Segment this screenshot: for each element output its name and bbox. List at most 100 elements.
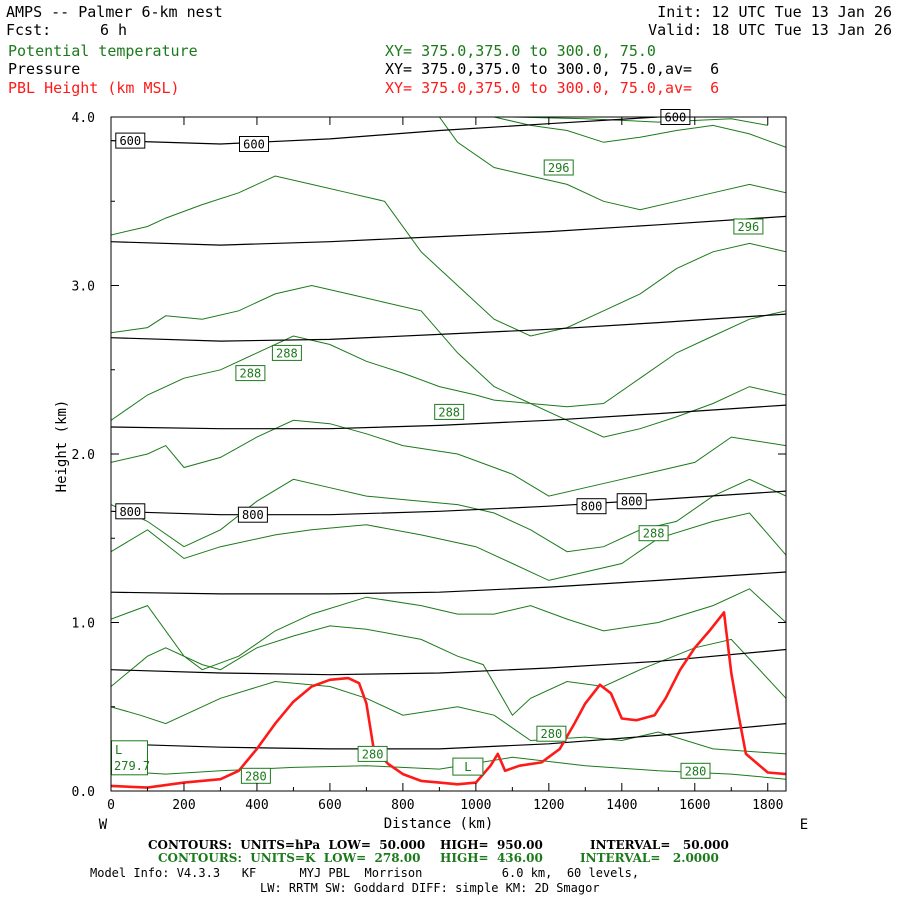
contour-label-text: 800 <box>242 508 264 522</box>
contour-label-text: 288 <box>643 527 665 541</box>
x-tick-label: 800 <box>391 798 414 813</box>
model-title: AMPS -- Palmer 6-km nest <box>6 3 223 21</box>
contour-label-box <box>115 503 146 520</box>
x-tick-label: 1200 <box>533 798 564 813</box>
theta-contour-line <box>111 478 786 553</box>
pressure-contour-line <box>111 215 786 246</box>
pbl-height-layer <box>111 611 786 789</box>
contour-label-text: 600 <box>119 134 141 148</box>
contour-label-box <box>733 218 764 235</box>
low-label-letter: L <box>115 743 122 757</box>
contour-label-text: 288 <box>276 346 298 360</box>
contour-label-box <box>271 344 302 361</box>
theta-contour-line <box>111 512 786 581</box>
low-label-box <box>111 740 148 776</box>
contour-label-text: 600 <box>243 138 265 152</box>
x-axis-title: Distance (km) <box>384 816 494 832</box>
low-label-box <box>452 757 484 776</box>
contour-label-box <box>240 767 271 784</box>
footer-theta-interval: INTERVAL= 2.0000 <box>580 851 719 865</box>
contour-label-text: 280 <box>541 727 563 741</box>
contour-label-text: 288 <box>438 405 460 419</box>
theta-contour-line <box>512 117 768 126</box>
field-theta-xy: XY= 375.0,375.0 to 300.0, 75.0 <box>385 42 656 60</box>
contour-label-text: 288 <box>240 367 262 381</box>
contour-label-box <box>616 493 647 510</box>
x-tick-label: 1800 <box>752 798 783 813</box>
x-tick-label: 1600 <box>679 798 710 813</box>
field-pressure-xy: XY= 375.0,375.0 to 300.0, 75.0,av= 6 <box>385 60 720 78</box>
theta-contour-line <box>438 117 786 211</box>
low-label-value: 279.7 <box>114 759 150 773</box>
footer-theta-contours: CONTOURS: UNITS=K LOW= 278.00 <box>158 851 421 865</box>
contour-label-text: 280 <box>245 769 267 783</box>
contour-label-text: 280 <box>685 764 707 778</box>
x-tick-label: 0 <box>107 798 115 813</box>
y-tick-label: 0.0 <box>72 785 95 800</box>
contour-label-box <box>434 403 465 420</box>
theta-contour-line <box>111 680 786 755</box>
init-time: Init: 12 UTC Tue 13 Jan 26 <box>657 3 892 21</box>
footer-pressure-high: HIGH= 950.00 <box>440 838 543 852</box>
x-tick-label: 1000 <box>460 798 491 813</box>
contour-label-box <box>237 506 268 523</box>
contour-label-box <box>680 762 711 779</box>
contour-label-box <box>638 525 669 542</box>
pressure-contour-line <box>111 490 786 516</box>
field-pbl-name: PBL Height (km MSL) <box>8 79 180 97</box>
contour-label-text: 296 <box>548 161 570 175</box>
y-tick-label: 4.0 <box>72 111 95 126</box>
footer-physics-info: LW: RRTM SW: Goddard DIFF: simple KM: 2D… <box>260 881 600 895</box>
theta-contour-line <box>111 175 786 337</box>
x-tick-label: 400 <box>245 798 268 813</box>
y-tick-label: 2.0 <box>72 448 95 463</box>
contour-label-box <box>543 159 574 176</box>
pressure-contour-line <box>111 571 786 595</box>
pressure-contour-line <box>111 723 786 750</box>
pressure-contours <box>111 117 786 750</box>
field-theta-name: Potential temperature <box>8 42 198 60</box>
west-end-label: W <box>99 817 108 833</box>
forecast-label: Fcst: <box>6 21 52 39</box>
pressure-contour-line <box>111 313 786 342</box>
pressure-contour-line <box>111 404 786 430</box>
x-tick-label: 600 <box>318 798 341 813</box>
theta-contour-line <box>111 284 786 408</box>
contour-label-text: 800 <box>621 495 643 509</box>
y-tick-label: 1.0 <box>72 617 95 632</box>
pressure-contour-line <box>111 648 786 676</box>
contour-label-box <box>115 132 146 149</box>
low-label-letter: L <box>464 760 471 774</box>
contour-label-text: 800 <box>119 505 141 519</box>
contour-label-text: 280 <box>362 747 384 761</box>
x-tick-label: 1400 <box>606 798 637 813</box>
contour-label-text: 296 <box>738 220 760 234</box>
y-tick-label: 3.0 <box>72 280 95 295</box>
theta-contour-line <box>111 625 786 716</box>
plot-frame <box>110 116 787 792</box>
theta-contour-line <box>111 588 786 671</box>
contour-label-box <box>239 136 269 152</box>
contour-label-box <box>536 725 567 742</box>
field-pressure-name: Pressure <box>8 60 81 78</box>
footer-pressure-interval: INTERVAL= 50.000 <box>590 838 729 852</box>
contour-label-box <box>357 745 388 762</box>
valid-time: Valid: 18 UTC Tue 13 Jan 26 <box>648 21 892 39</box>
x-tick-label: 200 <box>172 798 195 813</box>
footer-pressure-contours: CONTOURS: UNITS=hPa LOW= 50.000 <box>148 838 426 852</box>
theta-contour-line <box>493 117 786 148</box>
contour-label-box <box>235 365 266 382</box>
east-end-label: E <box>800 817 808 833</box>
field-pbl-xy: XY= 375.0,375.0 to 300.0, 75.0,av= 6 <box>385 79 720 97</box>
contour-label-text: 800 <box>581 500 603 514</box>
theta-contour-line <box>111 335 786 438</box>
footer-model-info: Model Info: V4.3.3 KF MYJ PBL Morrison 6… <box>90 866 640 880</box>
theta-contours <box>111 117 786 780</box>
y-axis-title: Height (km) <box>54 400 70 493</box>
theta-contour-line <box>111 419 786 497</box>
pbl-height-line <box>111 611 786 789</box>
pressure-contour-line <box>111 117 668 145</box>
axes: 0 200 400 600 800 1000 1200 1400 1600 1800 0.0 1.0 2… <box>54 111 808 833</box>
